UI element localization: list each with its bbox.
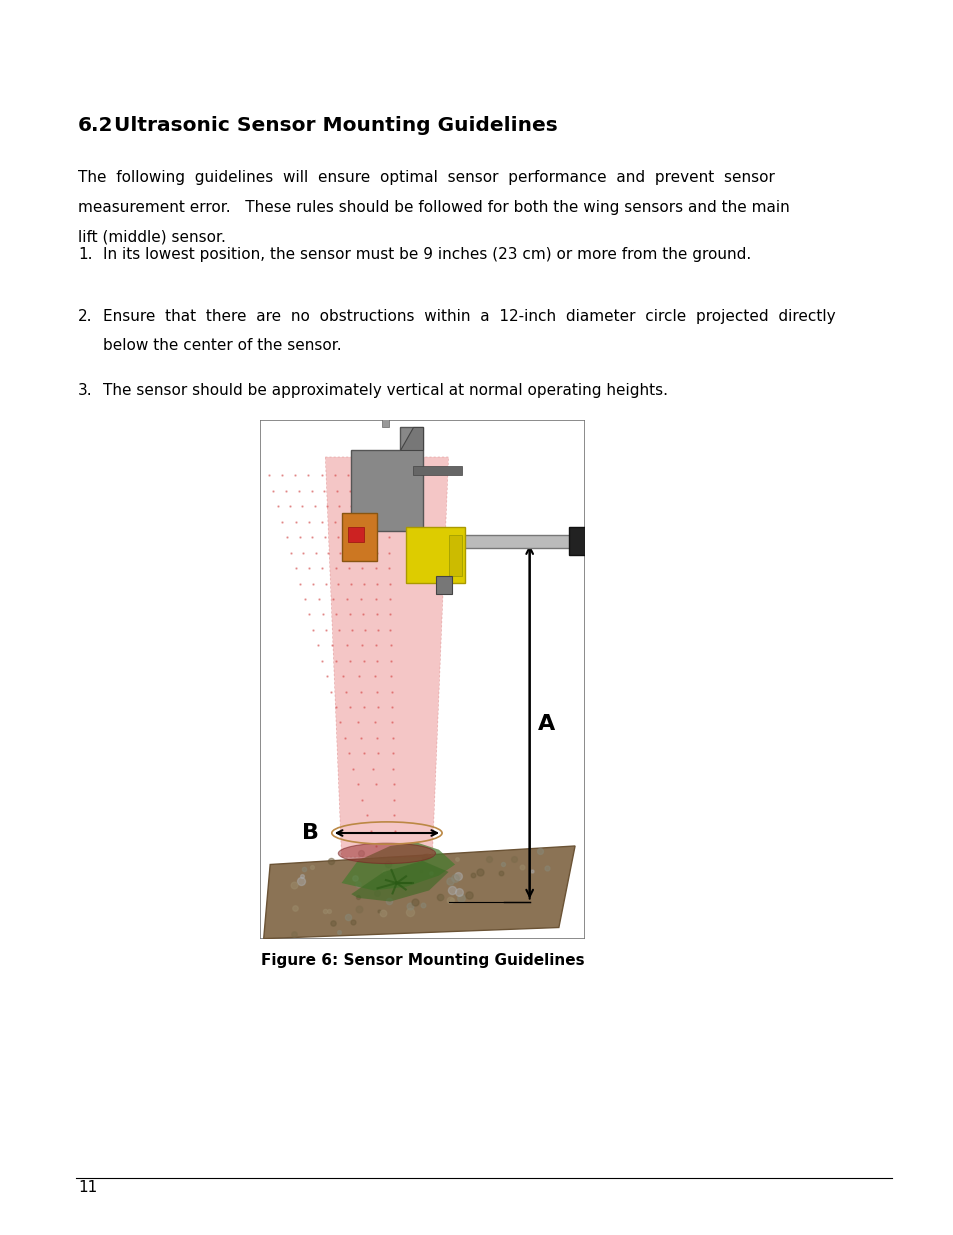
Text: The  following  guidelines  will  ensure  optimal  sensor  performance  and  pre: The following guidelines will ensure opt… — [78, 170, 774, 185]
Bar — [448, 535, 461, 576]
Text: 11: 11 — [78, 1181, 97, 1195]
Text: 3.: 3. — [78, 383, 92, 398]
Text: A: A — [537, 714, 555, 734]
Polygon shape — [341, 842, 455, 890]
Ellipse shape — [338, 844, 436, 863]
Bar — [381, 415, 388, 427]
Bar — [461, 535, 584, 548]
Polygon shape — [399, 427, 422, 450]
Polygon shape — [325, 457, 448, 857]
Text: Ensure  that  there  are  no  obstructions  within  a  12-inch  diameter  circle: Ensure that there are no obstructions wi… — [103, 309, 835, 324]
Text: Figure 6: Sensor Mounting Guidelines: Figure 6: Sensor Mounting Guidelines — [260, 953, 584, 968]
Text: The sensor should be approximately vertical at normal operating heights.: The sensor should be approximately verti… — [103, 383, 667, 398]
Text: 1.: 1. — [78, 247, 92, 262]
Text: 2.: 2. — [78, 309, 92, 324]
Polygon shape — [351, 427, 422, 531]
Text: 6.2: 6.2 — [78, 116, 113, 135]
Polygon shape — [351, 861, 448, 902]
Text: lift (middle) sensor.: lift (middle) sensor. — [78, 230, 226, 245]
Text: B: B — [301, 823, 318, 844]
Bar — [436, 576, 452, 594]
Polygon shape — [263, 846, 575, 939]
Bar — [341, 513, 376, 561]
Bar — [406, 527, 464, 583]
Text: Ultrasonic Sensor Mounting Guidelines: Ultrasonic Sensor Mounting Guidelines — [114, 116, 558, 135]
Bar — [348, 527, 364, 542]
Text: measurement error.   These rules should be followed for both the wing sensors an: measurement error. These rules should be… — [78, 200, 789, 215]
Bar — [568, 527, 584, 556]
Text: In its lowest position, the sensor must be 9 inches (23 cm) or more from the gro: In its lowest position, the sensor must … — [103, 247, 751, 262]
Text: below the center of the sensor.: below the center of the sensor. — [103, 338, 341, 353]
Bar — [413, 467, 461, 475]
